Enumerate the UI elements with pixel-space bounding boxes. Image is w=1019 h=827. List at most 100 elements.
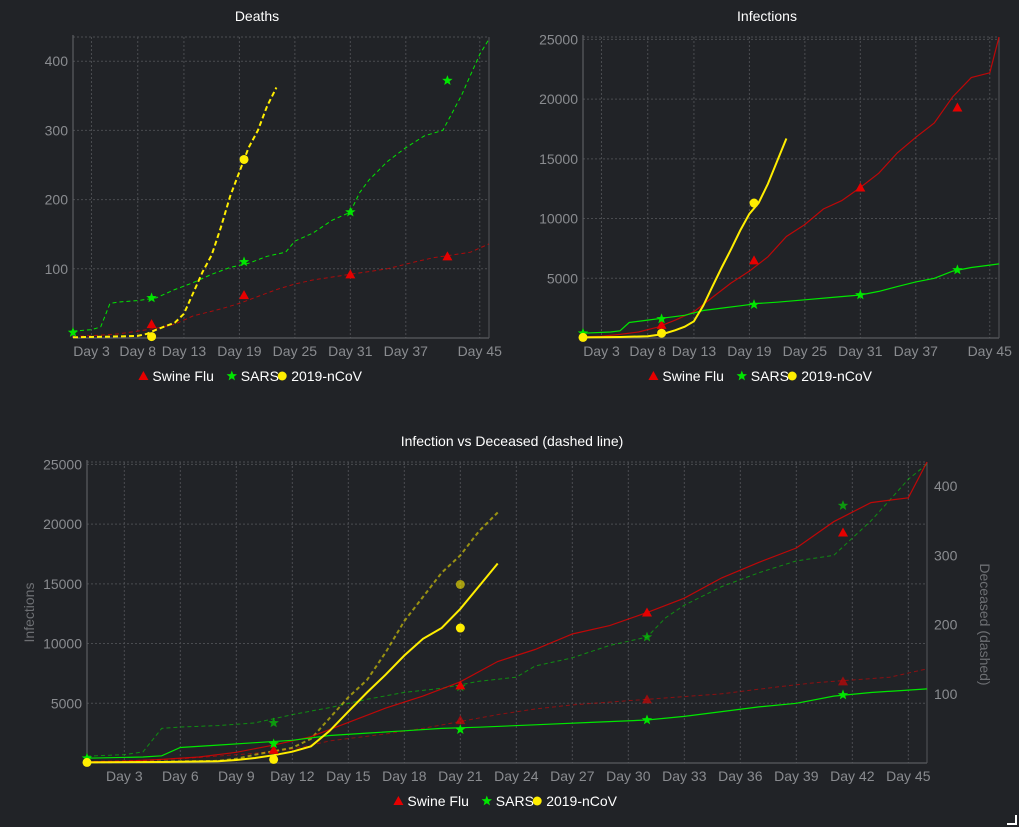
- combined-infections-point-star: [455, 724, 466, 734]
- combined-x-tick-label: Day 45: [886, 768, 931, 784]
- deaths-point-triangle: [146, 319, 157, 329]
- combined-legend-label: Swine Flu: [407, 793, 468, 809]
- infections-series-sars: [582, 263, 1000, 334]
- deaths-point-star: [238, 256, 250, 267]
- deaths-legend-marker-star: [226, 370, 237, 381]
- combined-infections-point-circle: [82, 757, 92, 767]
- combined-y-tick-label: 5000: [51, 695, 82, 711]
- infections-x-tick-label: Day 3: [583, 343, 620, 359]
- deaths-point-circle: [239, 154, 249, 164]
- combined-x-tick-label: Day 3: [106, 768, 143, 784]
- combined-x-tick-label: Day 30: [606, 768, 651, 784]
- infections-y-tick-label: 10000: [539, 211, 578, 227]
- combined-x-tick-label: Day 18: [382, 768, 427, 784]
- combined-legend-label: SARS: [496, 793, 534, 809]
- deaths-legend-marker-triangle: [138, 371, 149, 380]
- combined-infections-point-star: [81, 752, 93, 763]
- infections-point-circle: [749, 198, 759, 208]
- combined-infections-point-star: [641, 714, 653, 725]
- deaths-point-star: [442, 75, 453, 85]
- deaths-point-star: [67, 327, 79, 337]
- combined-infections-point-triangle: [838, 527, 848, 537]
- infections-title: Infections: [737, 8, 797, 24]
- infections-point-triangle: [749, 255, 760, 265]
- combined-title: Infection vs Deceased (dashed line): [401, 433, 624, 449]
- combined-infections-point-triangle: [455, 680, 466, 690]
- deaths-point-triangle: [239, 290, 250, 300]
- deaths-point-triangle: [345, 269, 356, 279]
- combined-deaths-point-star: [268, 717, 279, 728]
- infections-series-swine-flu: [582, 36, 1000, 338]
- combined-legend-marker-circle: [532, 796, 542, 806]
- infections-legend-label: Swine Flu: [662, 368, 723, 384]
- deaths-series-sars: [72, 38, 490, 332]
- combined-x-tick-label: Day 33: [662, 768, 707, 784]
- combined-deaths-point-triangle: [838, 676, 848, 686]
- deaths-legend-label: Swine Flu: [152, 368, 213, 384]
- infections-point-triangle: [952, 102, 963, 112]
- deaths-x-tick-label: Day 25: [273, 343, 318, 359]
- combined-y2-tick-label: 100: [934, 686, 958, 702]
- combined-y2-tick-label: 400: [934, 478, 958, 494]
- infections-y-tick-label: 5000: [547, 270, 578, 286]
- combined-infections-series-2019-ncov: [86, 562, 499, 764]
- combined-deaths-point-triangle: [455, 715, 466, 725]
- combined-deaths-point-triangle: [642, 694, 652, 704]
- deaths-y-tick-label: 100: [45, 261, 69, 277]
- deaths-x-tick-label: Day 3: [73, 343, 110, 359]
- combined-y-tick-label: 10000: [43, 636, 82, 652]
- infections-x-tick-label: Day 25: [783, 343, 828, 359]
- combined-y-axis-title: Infections: [21, 583, 37, 643]
- combined-infections-point-star: [837, 689, 849, 700]
- infections-legend-marker-star: [736, 370, 747, 381]
- combined-x-tick-label: Day 36: [718, 768, 763, 784]
- deaths-title: Deaths: [235, 8, 279, 24]
- deaths-point-triangle: [442, 251, 453, 261]
- combined-deaths-point-star: [641, 631, 653, 642]
- deaths-legend-label: 2019-nCoV: [291, 368, 362, 384]
- infections-x-tick-label: Day 45: [968, 343, 1013, 359]
- deaths-legend-label: SARS: [241, 368, 279, 384]
- infections-y-tick-label: 20000: [539, 91, 578, 107]
- infections-x-tick-label: Day 8: [629, 343, 666, 359]
- combined-y2-tick-label: 200: [934, 617, 958, 633]
- infections-y-tick-label: 15000: [539, 151, 578, 167]
- combined-y2-tick-label: 300: [934, 547, 958, 563]
- infections-x-tick-label: Day 19: [727, 343, 772, 359]
- combined-x-tick-label: Day 39: [774, 768, 819, 784]
- infections-point-star: [748, 299, 760, 309]
- deaths-x-tick-label: Day 13: [162, 343, 207, 359]
- deaths-x-tick-label: Day 45: [458, 343, 503, 359]
- combined-x-tick-label: Day 9: [218, 768, 255, 784]
- combined-deaths-point-circle: [455, 579, 465, 589]
- infections-point-star: [577, 327, 589, 338]
- combined-x-tick-label: Day 15: [326, 768, 371, 784]
- infections-x-tick-label: Day 31: [838, 343, 883, 359]
- combined-infections-point-triangle: [642, 607, 652, 617]
- deaths-point-star: [345, 206, 356, 217]
- deaths-x-tick-label: Day 31: [328, 343, 373, 359]
- combined-x-tick-label: Day 21: [438, 768, 483, 784]
- infections-series-2019-ncov: [582, 138, 788, 339]
- infections-point-star: [952, 264, 963, 275]
- deaths-point-star: [146, 292, 157, 303]
- infections-point-circle: [657, 328, 667, 338]
- combined-y-tick-label: 20000: [43, 516, 82, 532]
- resize-grip[interactable]: [1007, 815, 1017, 825]
- deaths-point-circle: [147, 332, 157, 342]
- combined-deaths-series-2019-ncov: [86, 511, 499, 764]
- combined-x-tick-label: Day 27: [550, 768, 595, 784]
- deaths-series-2019-ncov: [72, 87, 278, 339]
- infections-point-triangle: [656, 319, 667, 329]
- combined-infections-series-swine-flu: [86, 461, 928, 763]
- combined-deaths-series-swine-flu: [86, 668, 928, 763]
- deaths-y-tick-label: 400: [45, 53, 69, 69]
- combined-deaths-series-sars: [86, 463, 928, 757]
- infections-x-tick-label: Day 37: [894, 343, 939, 359]
- combined-infections-point-circle: [455, 623, 465, 633]
- deaths-y-tick-label: 200: [45, 192, 69, 208]
- infections-legend-label: 2019-nCoV: [801, 368, 872, 384]
- combined-legend-marker-triangle: [393, 796, 404, 805]
- combined-y-tick-label: 25000: [43, 456, 82, 472]
- infections-legend-marker-triangle: [648, 371, 659, 380]
